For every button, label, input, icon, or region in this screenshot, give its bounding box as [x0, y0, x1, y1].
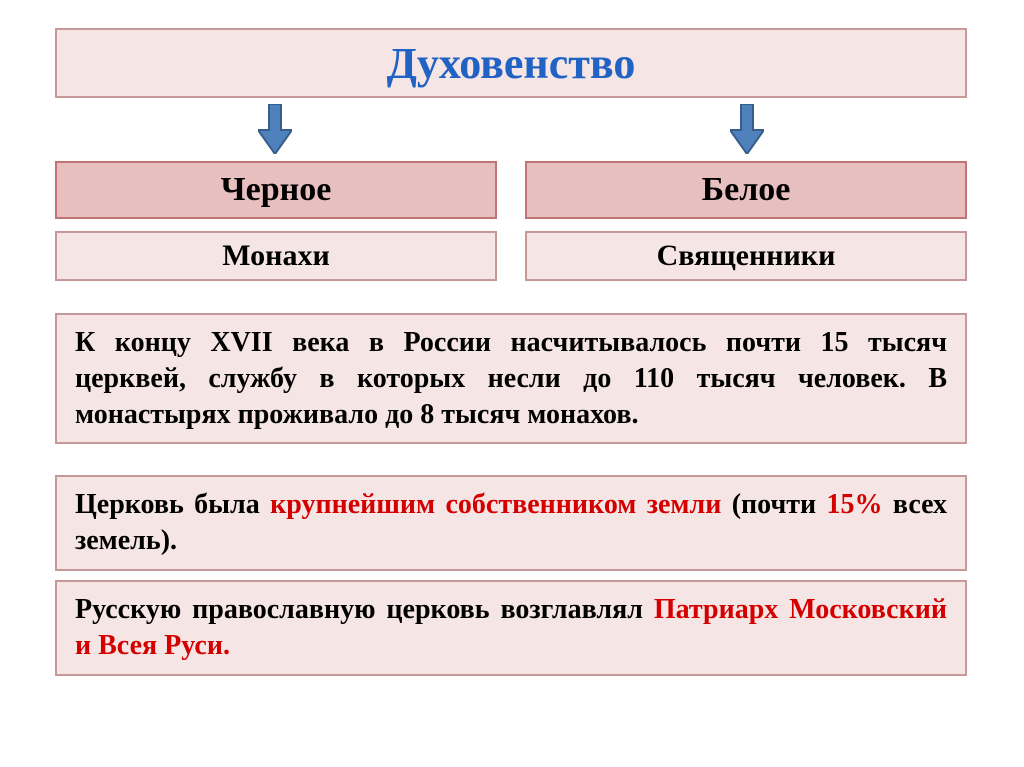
body-text: Русскую православную церковь возглавлял: [75, 594, 654, 625]
body-text: К концу XVII века в России насчитывалось…: [75, 327, 947, 430]
paragraph-3-box: Русскую православную церковь возглавлял …: [55, 580, 967, 676]
paragraph-2-box: Церковь была крупнейшим собственником зе…: [55, 475, 967, 571]
arrow-left: [258, 104, 292, 154]
arrow-right: [730, 104, 764, 154]
subcategory-monks-label: Монахи: [222, 239, 330, 273]
paragraph-2-text: Церковь была крупнейшим собственником зе…: [75, 487, 947, 559]
subcategory-priests-label: Священники: [657, 239, 836, 273]
subcategory-priests-box: Священники: [525, 231, 967, 281]
category-white-box: Белое: [525, 161, 967, 219]
highlight-text: 15%: [827, 489, 883, 520]
title-text: Духовенство: [387, 38, 636, 89]
paragraph-1-text: К концу XVII века в России насчитывалось…: [75, 325, 947, 432]
title-box: Духовенство: [55, 28, 967, 98]
category-black-box: Черное: [55, 161, 497, 219]
paragraph-1-box: К концу XVII века в России насчитывалось…: [55, 313, 967, 444]
category-black-label: Черное: [221, 171, 332, 209]
body-text: (почти: [721, 489, 826, 520]
body-text: Церковь была: [75, 489, 270, 520]
paragraph-3-text: Русскую православную церковь возглавлял …: [75, 592, 947, 664]
subcategory-monks-box: Монахи: [55, 231, 497, 281]
category-white-label: Белое: [702, 171, 791, 209]
highlight-text: крупнейшим собственником земли: [270, 489, 721, 520]
